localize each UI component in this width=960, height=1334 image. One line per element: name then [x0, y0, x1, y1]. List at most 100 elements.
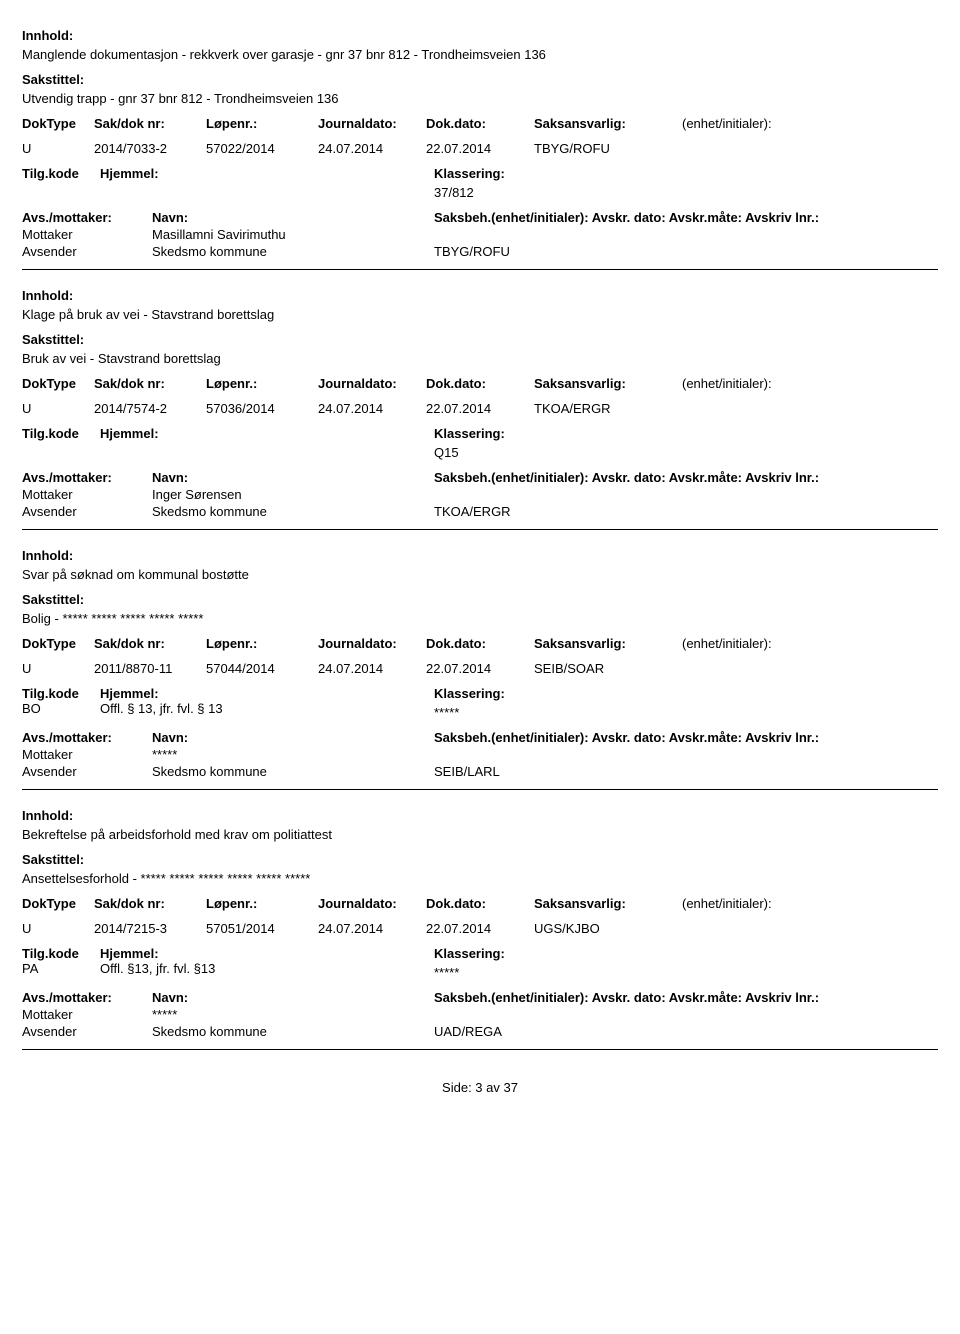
avsender-label: Avsender	[22, 764, 152, 779]
data-row: U 2011/8870-11 57044/2014 24.07.2014 22.…	[22, 661, 938, 676]
avs-header-row: Avs./mottaker: Navn: Saksbeh.(enhet/init…	[22, 990, 938, 1005]
tilg-row: Tilg.kode BO Hjemmel: Offl. § 13, jfr. f…	[22, 686, 938, 720]
lopennr-value: 57051/2014	[206, 921, 318, 936]
sakstittel-value: Utvendig trapp - gnr 37 bnr 812 - Trondh…	[22, 91, 938, 106]
hjemmel-label: Hjemmel:	[100, 946, 434, 961]
ddate-header: Dok.dato:	[426, 896, 534, 911]
enhet-header: (enhet/initialer):	[682, 116, 938, 131]
jdate-value: 24.07.2014	[318, 661, 426, 676]
doktype-value: U	[22, 141, 94, 156]
data-row: U 2014/7574-2 57036/2014 24.07.2014 22.0…	[22, 401, 938, 416]
saksbeh-label: Saksbeh.(enhet/initialer): Avskr. dato: …	[434, 210, 938, 225]
hjemmel-label: Hjemmel:	[100, 426, 434, 441]
doktype-header: DokType	[22, 896, 94, 911]
lopennr-value: 57036/2014	[206, 401, 318, 416]
ansvarlig-header: Saksansvarlig:	[534, 896, 682, 911]
mottaker-extra	[434, 487, 938, 502]
header-row: DokType Sak/dok nr: Løpenr.: Journaldato…	[22, 116, 938, 131]
avsmottaker-label: Avs./mottaker:	[22, 470, 152, 485]
mottaker-label: Mottaker	[22, 487, 152, 502]
enhet-value	[682, 661, 938, 676]
sakdok-header: Sak/dok nr:	[94, 376, 206, 391]
ansvarlig-value: TBYG/ROFU	[534, 141, 682, 156]
avs-header-row: Avs./mottaker: Navn: Saksbeh.(enhet/init…	[22, 730, 938, 745]
page-footer: Side: 3 av 37	[22, 1080, 938, 1095]
sakstittel-value: Ansettelsesforhold - ***** ***** ***** *…	[22, 871, 938, 886]
enhet-header: (enhet/initialer):	[682, 896, 938, 911]
sakdok-value: 2014/7215-3	[94, 921, 206, 936]
klassering-value: *****	[434, 965, 938, 980]
tilgkode-label: Tilg.kode	[22, 166, 100, 181]
tilgkode-label: Tilg.kode	[22, 686, 100, 701]
mottaker-name: *****	[152, 1007, 434, 1022]
doktype-value: U	[22, 661, 94, 676]
klassering-value: Q15	[434, 445, 938, 460]
ddate-header: Dok.dato:	[426, 116, 534, 131]
sakdok-value: 2011/8870-11	[94, 661, 206, 676]
mottaker-label: Mottaker	[22, 747, 152, 762]
klassering-value: *****	[434, 705, 938, 720]
tilgkode-value: PA	[22, 961, 100, 976]
header-row: DokType Sak/dok nr: Løpenr.: Journaldato…	[22, 376, 938, 391]
avsender-name: Skedsmo kommune	[152, 244, 434, 259]
mottaker-name: Masillamni Savirimuthu	[152, 227, 434, 242]
tilgkode-value: BO	[22, 701, 100, 716]
header-row: DokType Sak/dok nr: Løpenr.: Journaldato…	[22, 896, 938, 911]
jdate-header: Journaldato:	[318, 376, 426, 391]
enhet-value	[682, 921, 938, 936]
avsender-label: Avsender	[22, 1024, 152, 1039]
lopennr-header: Løpenr.:	[206, 636, 318, 651]
doktype-header: DokType	[22, 116, 94, 131]
ansvarlig-value: TKOA/ERGR	[534, 401, 682, 416]
sakdok-value: 2014/7574-2	[94, 401, 206, 416]
klassering-label: Klassering:	[434, 686, 938, 701]
navn-label: Navn:	[152, 990, 434, 1005]
lopennr-header: Løpenr.:	[206, 116, 318, 131]
lopennr-value: 57044/2014	[206, 661, 318, 676]
avsmottaker-label: Avs./mottaker:	[22, 210, 152, 225]
mottaker-extra	[434, 227, 938, 242]
tilg-row: Tilg.kode Hjemmel: Klassering: 37/812	[22, 166, 938, 200]
tilgkode-label: Tilg.kode	[22, 426, 100, 441]
data-row: U 2014/7215-3 57051/2014 24.07.2014 22.0…	[22, 921, 938, 936]
jdate-value: 24.07.2014	[318, 141, 426, 156]
mottaker-name: *****	[152, 747, 434, 762]
avsender-label: Avsender	[22, 244, 152, 259]
avsender-row: Avsender Skedsmo kommune TKOA/ERGR	[22, 504, 938, 519]
jdate-value: 24.07.2014	[318, 401, 426, 416]
tilg-row: Tilg.kode Hjemmel: Klassering: Q15	[22, 426, 938, 460]
sakdok-value: 2014/7033-2	[94, 141, 206, 156]
avsender-name: Skedsmo kommune	[152, 764, 434, 779]
avs-header-row: Avs./mottaker: Navn: Saksbeh.(enhet/init…	[22, 210, 938, 225]
mottaker-name: Inger Sørensen	[152, 487, 434, 502]
ddate-value: 22.07.2014	[426, 921, 534, 936]
sakstittel-label: Sakstittel:	[22, 72, 938, 87]
innhold-value: Manglende dokumentasjon - rekkverk over …	[22, 47, 938, 62]
journal-record: Innhold: Manglende dokumentasjon - rekkv…	[22, 28, 938, 270]
saksbeh-label: Saksbeh.(enhet/initialer): Avskr. dato: …	[434, 470, 938, 485]
jdate-header: Journaldato:	[318, 116, 426, 131]
enhet-header: (enhet/initialer):	[682, 636, 938, 651]
lopennr-value: 57022/2014	[206, 141, 318, 156]
jdate-header: Journaldato:	[318, 896, 426, 911]
doktype-header: DokType	[22, 636, 94, 651]
enhet-header: (enhet/initialer):	[682, 376, 938, 391]
navn-label: Navn:	[152, 210, 434, 225]
lopennr-header: Løpenr.:	[206, 896, 318, 911]
hjemmel-label: Hjemmel:	[100, 166, 434, 181]
header-row: DokType Sak/dok nr: Løpenr.: Journaldato…	[22, 636, 938, 651]
doktype-value: U	[22, 401, 94, 416]
avsender-row: Avsender Skedsmo kommune TBYG/ROFU	[22, 244, 938, 259]
avsender-name: Skedsmo kommune	[152, 1024, 434, 1039]
avsmottaker-label: Avs./mottaker:	[22, 990, 152, 1005]
mottaker-label: Mottaker	[22, 1007, 152, 1022]
sakdok-header: Sak/dok nr:	[94, 896, 206, 911]
doktype-header: DokType	[22, 376, 94, 391]
klassering-label: Klassering:	[434, 946, 938, 961]
mottaker-extra	[434, 747, 938, 762]
avsender-row: Avsender Skedsmo kommune UAD/REGA	[22, 1024, 938, 1039]
ansvarlig-value: SEIB/SOAR	[534, 661, 682, 676]
data-row: U 2014/7033-2 57022/2014 24.07.2014 22.0…	[22, 141, 938, 156]
mottaker-row: Mottaker Inger Sørensen	[22, 487, 938, 502]
avsender-ref: SEIB/LARL	[434, 764, 938, 779]
